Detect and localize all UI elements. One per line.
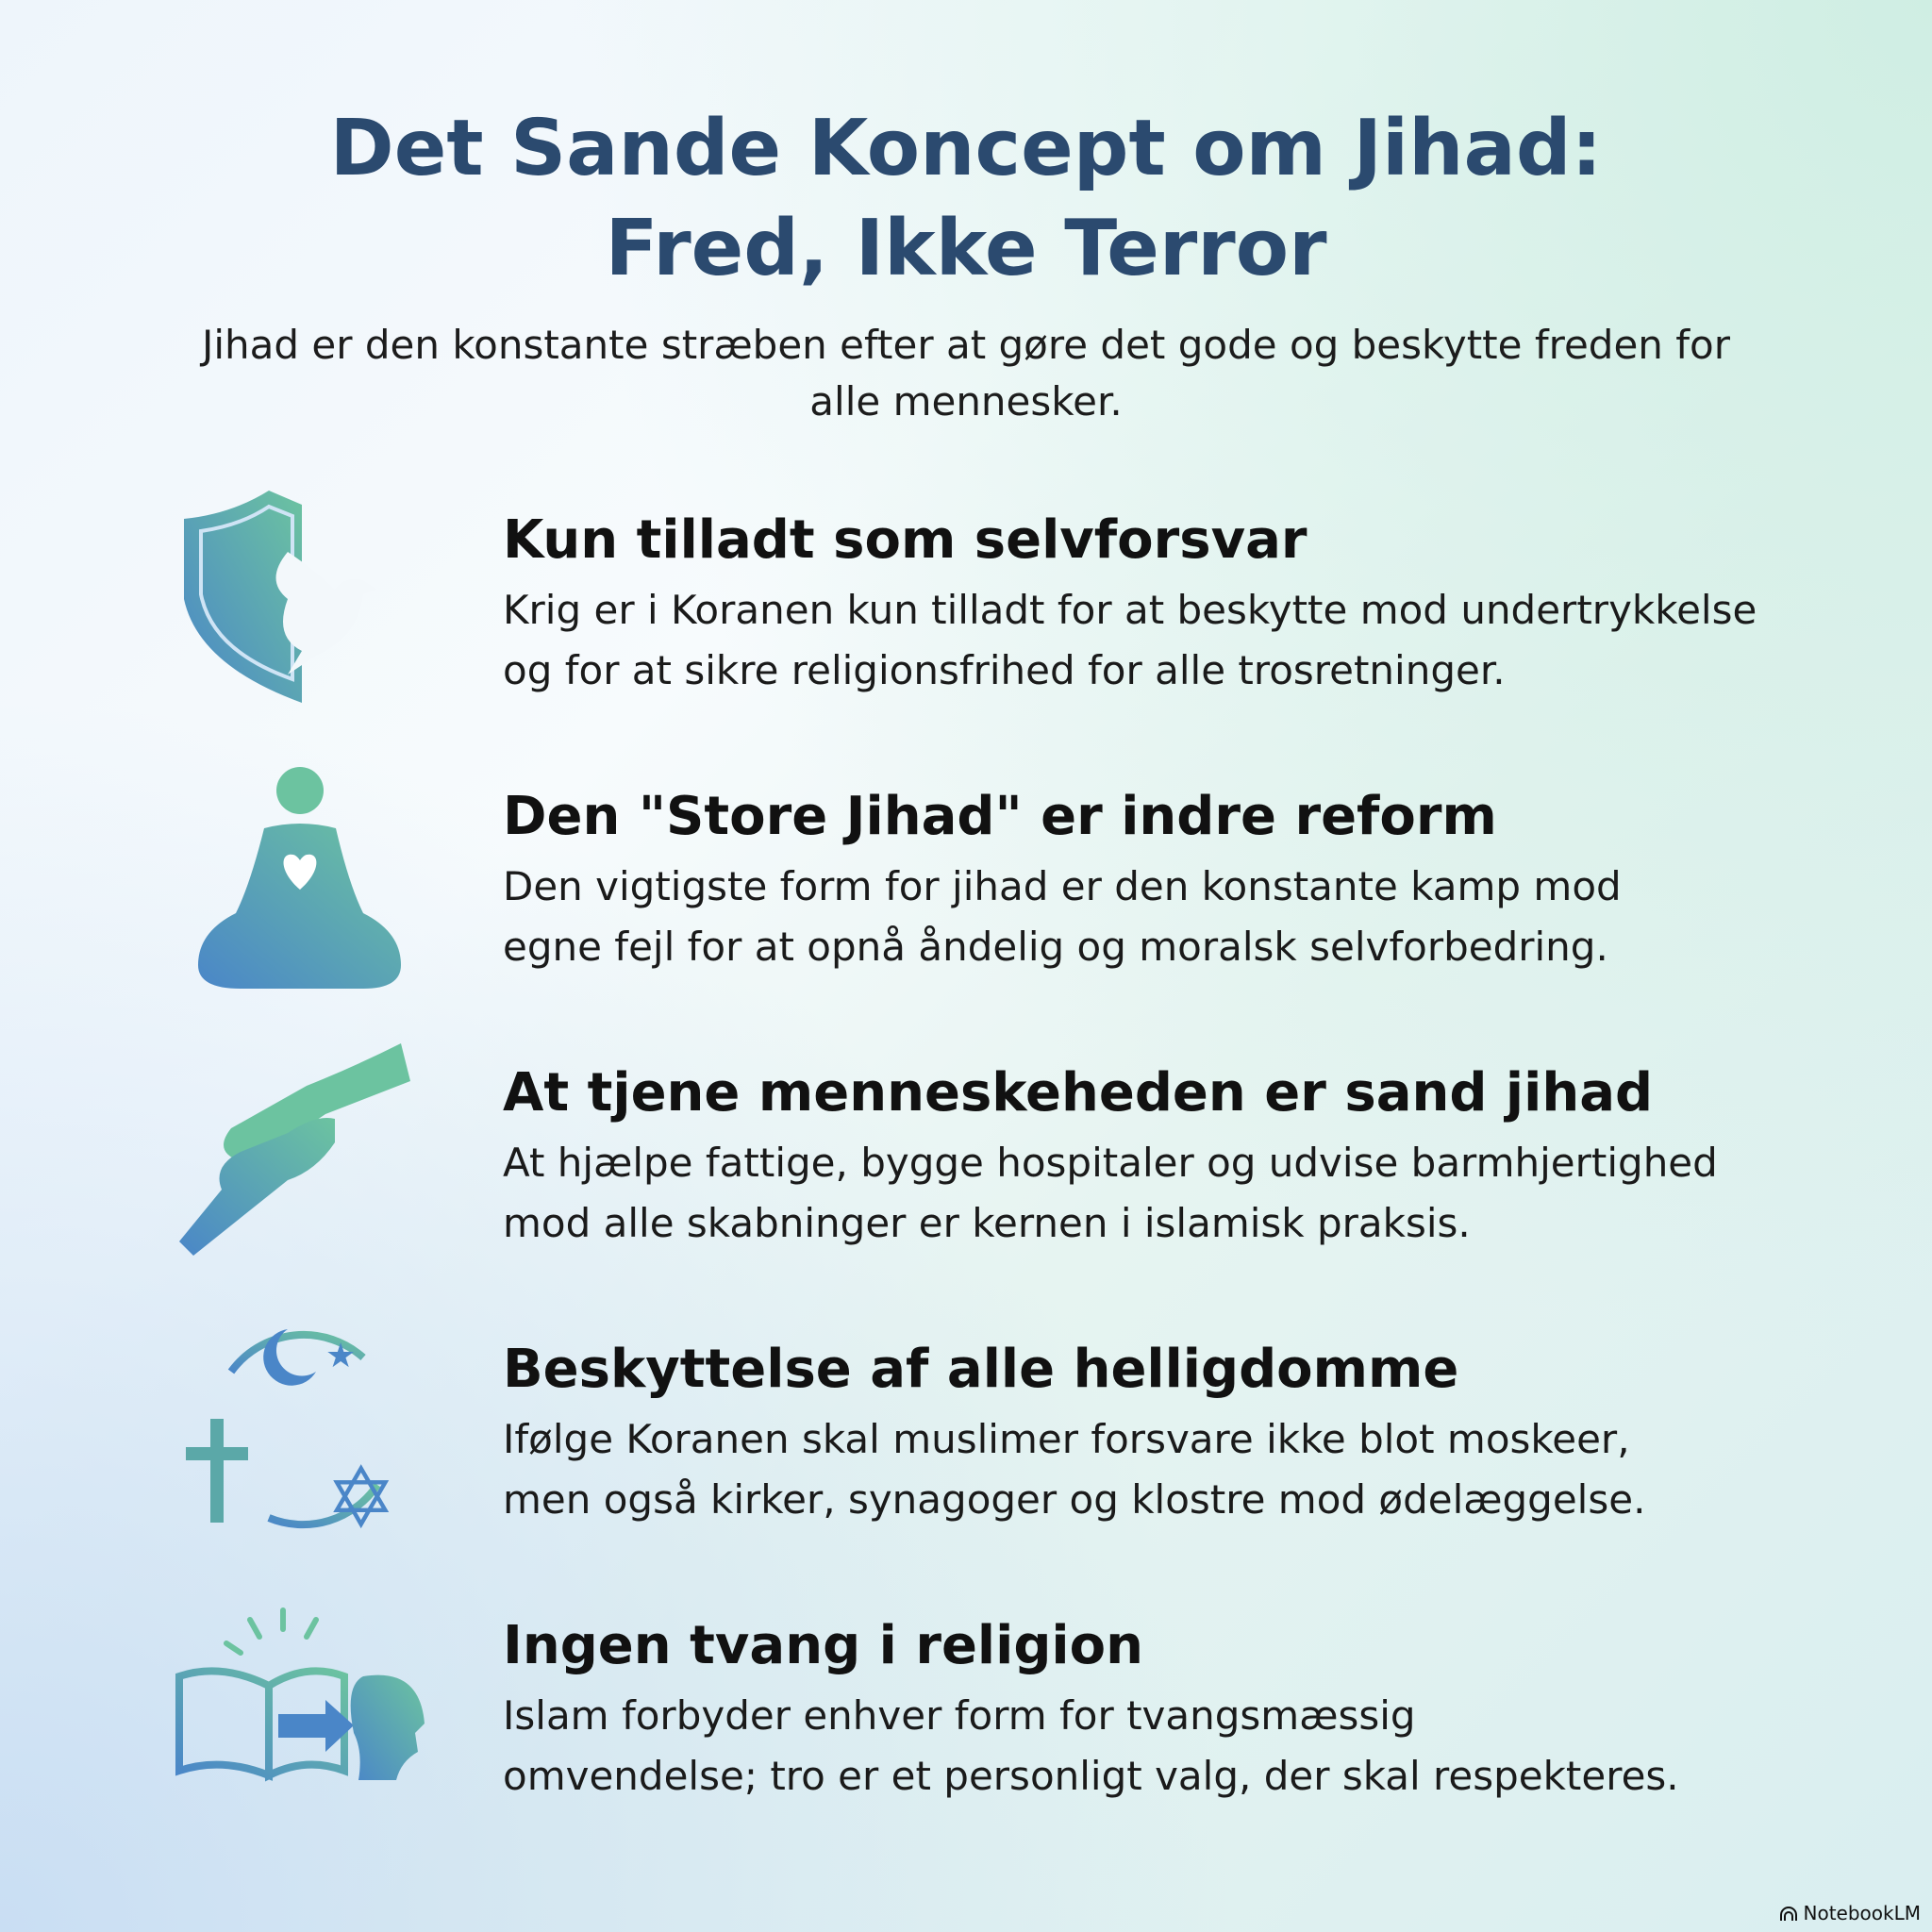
list-item: Ingen tvang i religion Islam forbyder en… (0, 1591, 1932, 1837)
item-body: Ifølge Koranen skal muslimer forsvare ik… (503, 1416, 1646, 1523)
item-body: Islam forbyder enhver form for tvangsmæs… (503, 1692, 1679, 1799)
item-heading: At tjene menneskeheden er sand jihad (503, 1062, 1654, 1124)
notebooklm-logo-icon (1779, 1907, 1797, 1921)
title-line-1: Det Sande Koncept om Jihad: (329, 104, 1603, 193)
list-item: ★ ✡ Beskyttelse af alle helligdomme Iføl… (0, 1315, 1932, 1560)
item-body: At hjælpe fattige, bygge hospitaler og u… (503, 1140, 1718, 1246)
item-heading: Den "Store Jihad" er indre reform (503, 786, 1497, 847)
book-to-mind-icon (175, 1607, 425, 1782)
meditation-heart-icon (198, 767, 401, 989)
item-heading: Kun tilladt som selvforsvar (503, 509, 1307, 571)
svg-text:✡: ✡ (325, 1449, 396, 1548)
notebooklm-watermark: NotebookLM (1779, 1902, 1922, 1924)
brand-label: NotebookLM (1803, 1902, 1922, 1924)
item-body: Den vigtigste form for jihad er den kons… (503, 863, 1622, 970)
list-item: Kun tilladt som selvforsvar Krig er i Ko… (0, 486, 1932, 731)
item-heading: Beskyttelse af alle helligdomme (503, 1339, 1459, 1400)
item-body: Krig er i Koranen kun tilladt for at bes… (503, 587, 1757, 693)
subtitle: Jihad er den konstante stræben efter at … (201, 322, 1731, 425)
list-item: At tjene menneskeheden er sand jihad At … (0, 1039, 1932, 1284)
svg-text:★: ★ (325, 1337, 356, 1375)
shield-dove-icon (184, 491, 377, 703)
helping-hands-icon (179, 1043, 410, 1256)
item-heading: Ingen tvang i religion (503, 1615, 1143, 1676)
interfaith-symbols-icon: ★ ✡ (186, 1329, 396, 1548)
title-line-2: Fred, Ikke Terror (605, 204, 1327, 293)
page-title: Det Sande Koncept om Jihad: Fred, Ikke T… (0, 99, 1932, 299)
list-item: Den "Store Jihad" er indre reform Den vi… (0, 762, 1932, 1008)
